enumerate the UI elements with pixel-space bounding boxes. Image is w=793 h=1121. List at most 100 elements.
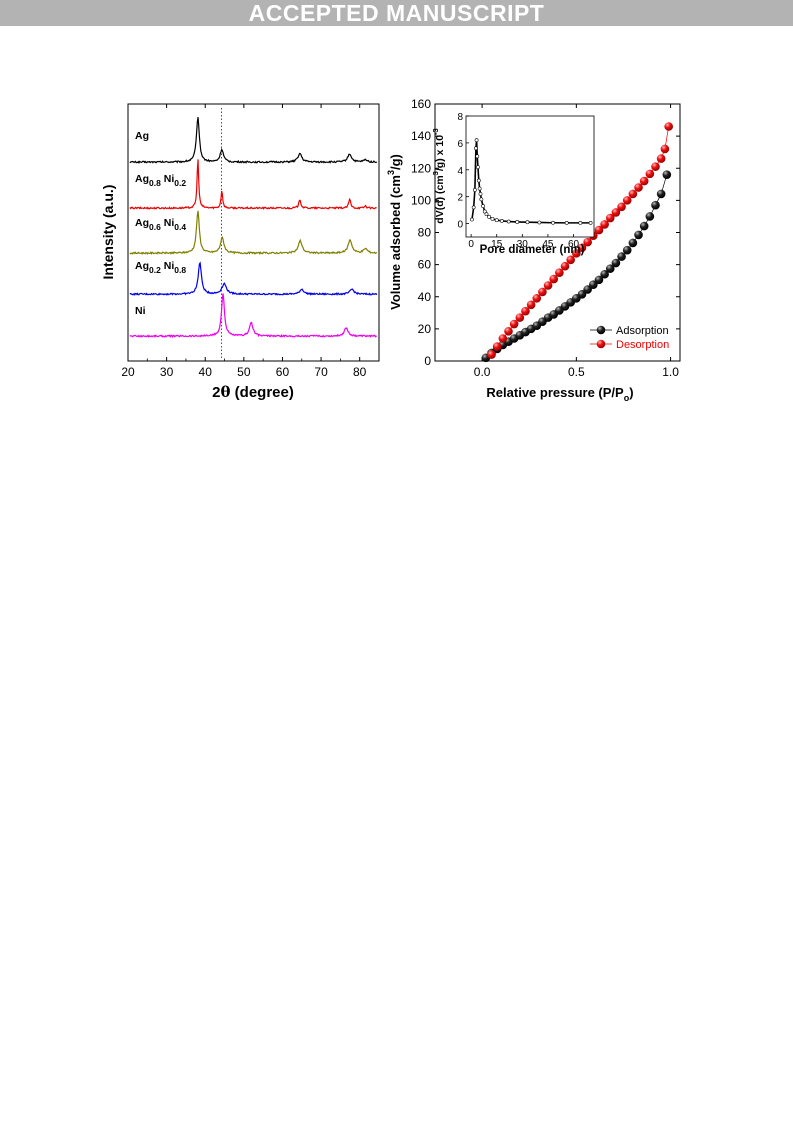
- bet-x-tick-label-2: 1.0: [662, 365, 679, 379]
- xrd-series-label-4: Ni: [135, 305, 146, 317]
- inset-y-axis-label: dV(d) (cm3/g) x 10-3: [431, 128, 446, 223]
- xrd-x-tick-label-1: 30: [160, 365, 174, 379]
- inset-x-tick-label-3: 45: [542, 239, 554, 250]
- bet-y-axis-label-main: Volume adsorbed (cm: [388, 175, 403, 310]
- inset-point-12: [482, 209, 487, 214]
- bet-point-desorption-23: [617, 202, 626, 212]
- inset-y-tick-label-1: 2: [457, 193, 463, 204]
- bet-point-adsorption-25: [622, 245, 632, 255]
- bet-point-adsorption-30: [651, 200, 660, 210]
- bet-y-tick-label-1: 20: [418, 322, 432, 336]
- legend-desorption-label: Desorption: [616, 339, 669, 351]
- xrd-curve-4: [129, 293, 378, 339]
- bet-x-axis-label-main: Relative pressure (P/P: [486, 385, 624, 400]
- bet-series: [481, 122, 673, 363]
- xrd-series-label-2: Ag0.6 Ni0.4: [135, 217, 186, 232]
- xrd-x-tick-label-3: 50: [237, 365, 251, 379]
- xrd-curve-2: [129, 210, 378, 256]
- xrd-x-axis-label-theta: θ: [220, 383, 230, 401]
- bet-point-desorption-24: [622, 196, 632, 205]
- inset-y-label-sup: 3: [431, 171, 440, 175]
- inset-y-tick-label-0: 0: [457, 220, 463, 231]
- bet-point-adsorption-24: [617, 252, 626, 261]
- bet-y-tick-label-3: 60: [418, 258, 432, 272]
- inset-ticks: 0 15 30 45 60 0 2 4 6 8: [457, 112, 579, 250]
- legend-adsorption-marker: [596, 325, 606, 335]
- xrd-x-axis-label-part-1: 2: [212, 384, 220, 401]
- inset-point-21: [537, 220, 542, 225]
- inset-x-tick-label-1: 15: [491, 239, 503, 250]
- accepted-manuscript-banner: ACCEPTED MANUSCRIPT: [0, 0, 793, 26]
- inset-curve: [470, 138, 593, 225]
- inset-point-25: [588, 220, 593, 225]
- bet-point-desorption-27: [639, 176, 649, 186]
- xrd-series-label-3: Ag0.2 Ni0.8: [135, 260, 186, 275]
- bet-y-tick-label-6: 120: [411, 161, 431, 175]
- xrd-series-label-0: Ag: [135, 130, 149, 142]
- bet-point-desorption-10: [543, 281, 553, 290]
- xrd-series-label-2-part-2: Ni: [161, 217, 175, 229]
- inset-frame: [465, 115, 595, 238]
- inset-point-18: [506, 219, 511, 224]
- xrd-curve-3: [129, 261, 378, 296]
- bet-x-ticks: 0.0 0.5 1.0: [474, 104, 679, 379]
- pore-size-inset: 0 15 30 45 60 0 2 4 6 8 Pore diameter (nm) dV(d) …: [431, 112, 595, 256]
- xrd-y-axis-label: Intensity (a.u.): [100, 185, 116, 280]
- bet-x-tick-label-0: 0.0: [474, 365, 491, 379]
- xrd-x-tick-label-5: 70: [314, 365, 328, 379]
- bet-point-desorption-21: [605, 213, 615, 223]
- bet-point-adsorption-22: [605, 264, 615, 273]
- xrd-series-label-2-part-0: Ag: [135, 217, 149, 229]
- bet-point-desorption-28: [645, 169, 655, 179]
- inset-point-15: [490, 216, 495, 221]
- legend-adsorption-label: Adsorption: [616, 325, 669, 337]
- inset-x-tick-label-2: 30: [517, 239, 529, 250]
- xrd-series-label-3-part-3: 0.8: [174, 265, 186, 275]
- bet-point-adsorption-26: [628, 238, 638, 248]
- bet-point-adsorption-23: [611, 258, 621, 268]
- inset-point-17: [499, 218, 504, 223]
- bet-point-desorption-11: [549, 274, 559, 284]
- bet-point-adsorption-18: [583, 285, 592, 294]
- inset-point-19: [515, 220, 520, 224]
- bet-point-desorption-20: [600, 220, 609, 229]
- xrd-x-tick-label-6: 80: [353, 365, 367, 379]
- bet-y-tick-label-0: 0: [424, 354, 431, 368]
- bet-point-desorption-22: [611, 208, 621, 217]
- bet-y-tick-label-4: 80: [418, 226, 432, 240]
- bet-x-axis-label-end: ): [629, 385, 633, 400]
- bet-legend: Adsorption Desorption: [590, 325, 669, 351]
- bet-point-desorption-8: [532, 294, 542, 303]
- xrd-curve-1: [129, 159, 377, 210]
- inset-point-16: [494, 218, 499, 223]
- xrd-series-label-2-part-3: 0.4: [174, 222, 186, 232]
- inset-point-3: [473, 146, 478, 151]
- bet-y-axis-label: Volume adsorbed (cm3/g): [386, 154, 403, 310]
- xrd-series-label-3-part-2: Ni: [161, 260, 175, 272]
- inset-point-22: [551, 220, 555, 225]
- xrd-series-label-3-part-0: Ag: [135, 260, 149, 272]
- bet-x-axis-label-sub: o: [624, 393, 630, 403]
- bet-point-desorption-19: [594, 225, 604, 235]
- inset-point-24: [578, 220, 583, 225]
- xrd-x-axis-label: 2θ (degree): [212, 383, 294, 401]
- inset-point-10: [479, 197, 484, 202]
- xrd-x-tick-label-0: 20: [121, 365, 135, 379]
- bet-x-axis-label: Relative pressure (P/Po): [486, 385, 633, 403]
- inset-point-6: [476, 165, 480, 169]
- bet-point-adsorption-27: [634, 230, 643, 240]
- bet-point-desorption-5: [515, 313, 525, 322]
- bet-point-desorption-30: [656, 154, 666, 163]
- bet-point-desorption-2: [498, 334, 508, 343]
- bet-point-adsorption-20: [594, 275, 604, 285]
- bet-point-adsorption-21: [600, 269, 609, 279]
- xrd-series-label-0-part-0: Ag: [135, 130, 149, 142]
- bet-point-desorption-25: [628, 189, 638, 199]
- inset-point-1: [471, 205, 476, 210]
- xrd-series-label-1: Ag0.8 Ni0.2: [135, 173, 186, 188]
- bet-point-adsorption-19: [589, 280, 598, 289]
- inset-point-20: [525, 220, 530, 225]
- bet-x-tick-label-1: 0.5: [568, 365, 585, 379]
